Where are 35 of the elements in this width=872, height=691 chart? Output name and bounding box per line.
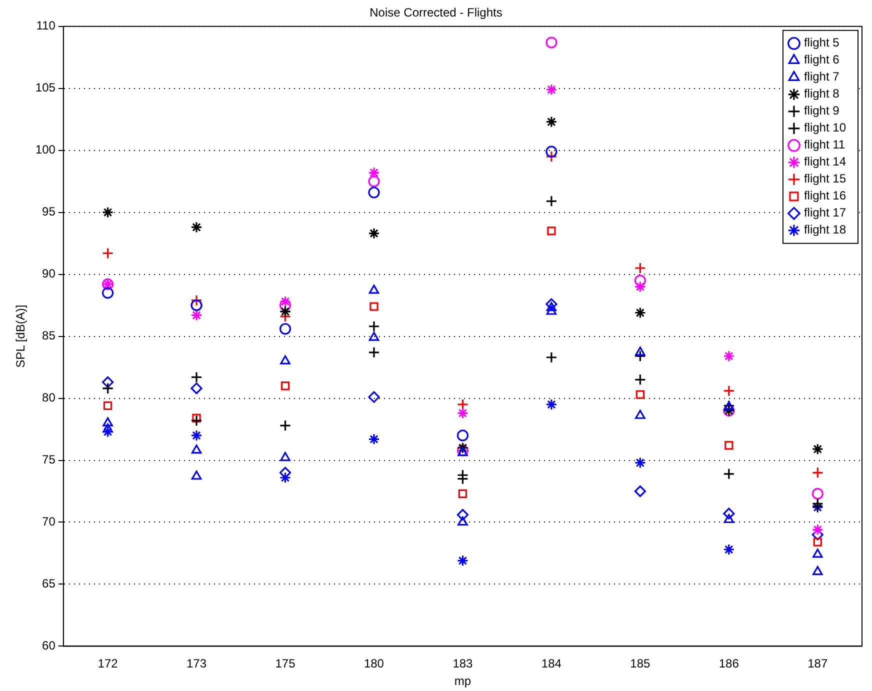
legend-label: flight 5 — [804, 36, 840, 50]
y-axis-title: SPL [dB(A)] — [14, 304, 28, 368]
x-tick-label: 172 — [98, 656, 118, 671]
y-tick-label: 80 — [42, 390, 56, 405]
x-tick-label: 187 — [808, 656, 828, 671]
x-tick-label: 183 — [452, 656, 474, 671]
x-tick-label: 173 — [186, 656, 207, 671]
y-tick-label: 75 — [42, 452, 56, 467]
y-tick-label: 60 — [42, 638, 56, 653]
legend-label: flight 7 — [804, 70, 840, 84]
legend-label: flight 11 — [804, 138, 846, 152]
legend-label: flight 16 — [804, 188, 846, 203]
y-tick-label: 70 — [42, 514, 56, 529]
legend-label: flight 6 — [804, 52, 840, 67]
x-tick-label: 175 — [275, 656, 296, 671]
legend-label: flight 15 — [804, 172, 846, 186]
legend-label: flight 14 — [804, 154, 846, 169]
y-tick-label: 110 — [36, 18, 56, 33]
y-tick-label: 105 — [35, 80, 56, 95]
x-tick-label: 180 — [364, 656, 384, 671]
x-tick-label: 186 — [718, 656, 740, 671]
x-tick-label: 184 — [541, 656, 562, 671]
y-tick-label: 95 — [42, 204, 56, 219]
x-tick-label: 185 — [630, 656, 651, 671]
y-tick-label: 90 — [42, 266, 56, 281]
legend-label: flight 17 — [804, 206, 846, 220]
chart-title: Noise Corrected - Flights — [370, 6, 502, 20]
legend-label: flight 9 — [804, 104, 840, 118]
y-tick-label: 85 — [42, 328, 56, 343]
x-axis-title: mp — [454, 674, 472, 688]
y-tick-label: 65 — [42, 576, 56, 591]
y-tick-label: 100 — [35, 142, 56, 157]
legend-label: flight 8 — [804, 86, 840, 101]
legend-label: flight 18 — [804, 222, 846, 237]
legend-label: flight 10 — [804, 120, 846, 135]
